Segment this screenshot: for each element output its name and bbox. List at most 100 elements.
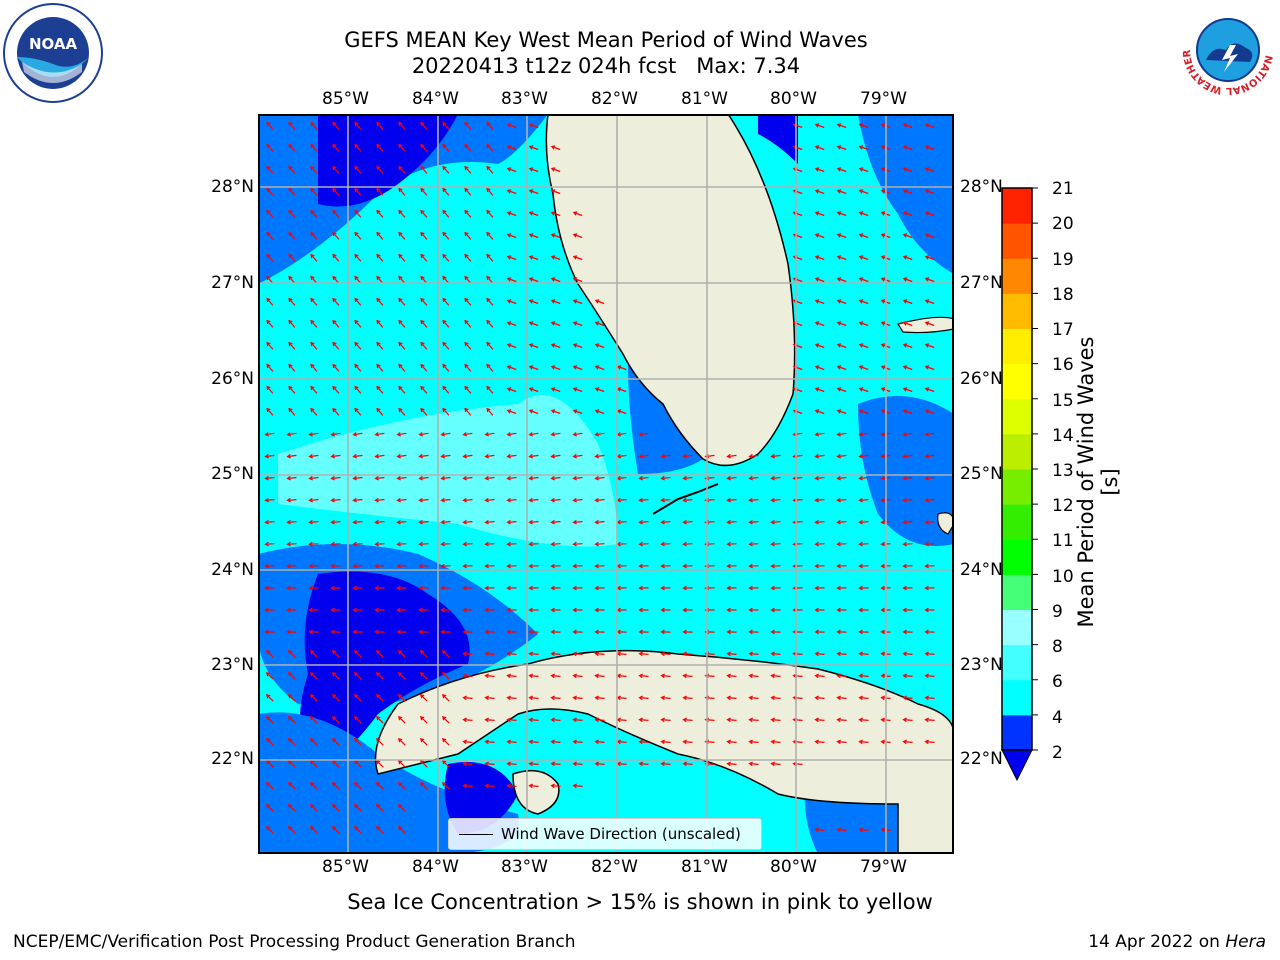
wind-arrow-head xyxy=(376,187,381,193)
wind-arrow xyxy=(793,543,803,545)
wind-arrow-head xyxy=(441,649,447,655)
wind-arrow-head xyxy=(770,585,775,591)
wind-arrow xyxy=(398,122,406,130)
wind-arrow-head xyxy=(858,695,863,701)
wind-arrow-head xyxy=(309,649,315,655)
wind-arrow-head xyxy=(880,563,885,569)
wind-arrow-head xyxy=(550,233,556,238)
wind-arrow xyxy=(332,364,340,372)
wind-arrow-head xyxy=(836,123,842,128)
wind-arrow-head xyxy=(266,319,271,325)
wind-arrow-head xyxy=(398,143,403,149)
wind-arrow-head xyxy=(572,233,578,238)
wind-arrow-head xyxy=(880,365,886,370)
contour-under-nw xyxy=(318,114,458,207)
wind-arrow xyxy=(420,364,428,372)
wind-arrow xyxy=(420,386,428,394)
wind-arrow xyxy=(859,697,869,699)
wind-arrow-head xyxy=(814,629,819,635)
wind-arrow-head xyxy=(441,737,447,743)
wind-arrow xyxy=(837,299,847,305)
wind-arrow xyxy=(837,211,847,217)
wind-arrow xyxy=(859,543,869,545)
wind-arrow xyxy=(639,521,649,523)
wind-arrow-head xyxy=(506,365,512,370)
wind-arrow-head xyxy=(442,121,447,127)
wind-arrow xyxy=(266,298,274,306)
wind-arrow xyxy=(288,782,296,790)
wind-arrow xyxy=(529,233,539,239)
wind-arrow-head xyxy=(836,739,841,745)
wind-arrow-head xyxy=(572,761,577,767)
wind-arrow xyxy=(441,499,451,501)
wind-arrow-head xyxy=(572,475,577,481)
wind-arrow xyxy=(420,782,428,790)
wind-arrow xyxy=(376,738,384,746)
wind-arrow xyxy=(639,476,649,480)
wind-arrow xyxy=(310,166,318,174)
wind-arrow xyxy=(903,409,913,415)
wind-arrow xyxy=(398,672,406,680)
wind-arrow-head xyxy=(902,607,907,613)
wind-arrow-head xyxy=(880,541,885,547)
cb-tick-9: 9 xyxy=(1052,602,1063,622)
wind-arrow xyxy=(288,364,296,372)
wind-arrow-head xyxy=(486,275,491,281)
wind-arrow xyxy=(859,675,869,677)
wind-arrow xyxy=(375,521,385,523)
wind-arrow xyxy=(925,432,935,436)
wind-arrow-head xyxy=(902,585,907,591)
wind-arrow xyxy=(815,123,825,129)
wind-arrow-head xyxy=(660,475,665,481)
wind-arrow xyxy=(266,386,274,394)
contour-2-4-ne xyxy=(858,114,954,274)
wind-arrow-head xyxy=(396,563,401,569)
wind-arrow xyxy=(398,320,406,328)
wind-arrow-head xyxy=(264,541,269,547)
wind-arrow-head xyxy=(902,673,907,679)
wind-arrow-head xyxy=(770,475,775,481)
wind-arrow xyxy=(419,454,429,458)
wind-arrow-head xyxy=(924,519,929,525)
wind-arrow xyxy=(815,211,825,217)
wind-arrow-head xyxy=(398,319,403,325)
wind-arrow-head xyxy=(550,497,555,503)
wind-arrow xyxy=(793,653,803,655)
wind-arrow-head xyxy=(484,432,490,437)
wind-arrow-head xyxy=(836,519,841,525)
wind-arrow-head xyxy=(308,541,313,547)
wind-arrow-head xyxy=(330,541,335,547)
wind-arrow-head xyxy=(924,651,929,657)
wind-arrow xyxy=(354,210,362,218)
wind-arrow-head xyxy=(902,189,908,194)
wind-arrow-head xyxy=(924,145,930,150)
wind-arrow-head xyxy=(441,693,447,699)
gridlines xyxy=(258,114,954,854)
wind-arrow xyxy=(815,409,825,415)
wind-arrow-head xyxy=(352,497,357,503)
wind-arrow-head xyxy=(506,409,512,414)
lat-label-right-23: 23°N xyxy=(960,655,1003,675)
wind-arrow xyxy=(354,738,362,746)
lat-label-right-24: 24°N xyxy=(960,560,1003,580)
wind-arrow xyxy=(903,432,913,436)
wind-arrow-head xyxy=(638,563,643,569)
wind-arrow-head xyxy=(354,209,359,215)
wind-arrow-head xyxy=(858,211,864,216)
wind-arrow xyxy=(287,454,297,458)
wind-arrow xyxy=(617,454,627,458)
wind-arrow xyxy=(354,782,362,790)
wind-arrow-head xyxy=(814,541,819,547)
wind-arrow xyxy=(903,697,913,699)
wind-arrow xyxy=(859,145,869,151)
wind-arrow-head xyxy=(902,255,908,260)
svg-text:NOAA: NOAA xyxy=(29,35,78,53)
wind-arrow-head xyxy=(902,519,907,525)
wind-arrow-head xyxy=(638,585,643,591)
wind-arrow-head xyxy=(594,321,600,326)
wind-arrow xyxy=(464,232,472,240)
wind-arrow-head xyxy=(506,475,511,481)
wind-arrow-head xyxy=(506,432,512,437)
wind-arrow-head xyxy=(506,783,511,789)
wind-arrow xyxy=(859,719,869,721)
